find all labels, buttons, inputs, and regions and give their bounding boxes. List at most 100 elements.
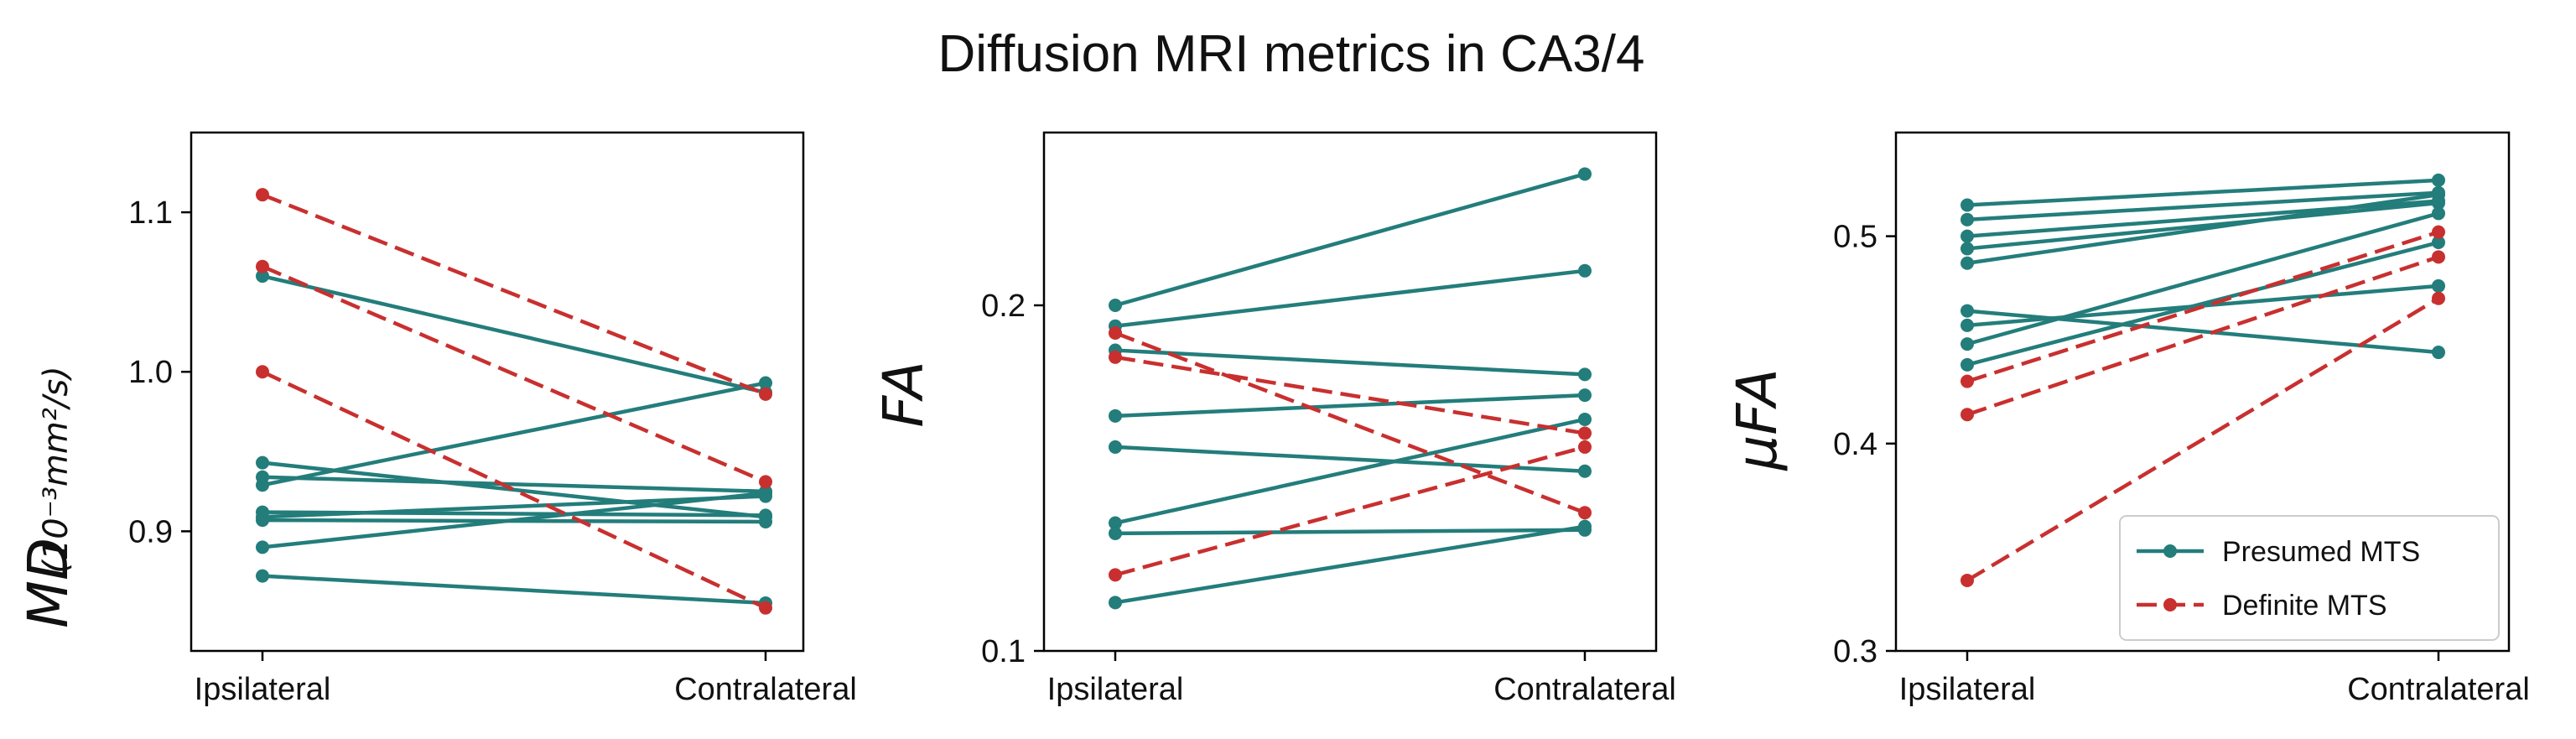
ufa-data-point xyxy=(2432,225,2445,239)
md-data-point xyxy=(759,486,772,500)
fa-data-point xyxy=(1109,526,1122,540)
fa-data-point xyxy=(1578,388,1592,403)
md-series-line xyxy=(262,273,766,395)
ufa-series-presumed xyxy=(1961,206,2445,351)
ufa-axes-frame xyxy=(1894,131,2511,653)
fa-series-line xyxy=(1114,417,1586,525)
md-series-line xyxy=(262,370,766,610)
fa-data-point xyxy=(1109,440,1122,454)
ufa-data-point xyxy=(1961,318,1974,332)
legend-box xyxy=(2119,515,2500,641)
ufa-series-line xyxy=(1966,192,2439,265)
fa-ytick-label: 0.2 xyxy=(981,289,1026,324)
ufa-data-point xyxy=(2432,173,2445,187)
fa-data-point xyxy=(1109,568,1122,582)
md-data-point xyxy=(256,455,269,470)
md-data-point xyxy=(759,387,772,401)
md-series-line xyxy=(262,494,766,519)
fa-series-presumed xyxy=(1109,388,1592,423)
md-series-line xyxy=(262,381,766,487)
ufa-data-point xyxy=(2432,188,2445,202)
md-data-point xyxy=(759,376,772,390)
ufa-series-line xyxy=(1966,296,2440,582)
md-ylabel: MD xyxy=(16,538,80,628)
md-data-point xyxy=(256,569,269,583)
fa-series-presumed xyxy=(1109,263,1592,333)
md-series-presumed xyxy=(256,376,772,492)
md-ytick-label: 1.1 xyxy=(128,195,173,231)
ufa-data-point xyxy=(1961,198,1974,212)
panels: 0.9 1.0 1.1 Ipsilateral Contralateral MD(10⁻³… xyxy=(16,131,2530,707)
fa-data-point xyxy=(1578,367,1592,382)
fa-axes-frame xyxy=(1042,131,1658,653)
ufa-xtick-label: Ipsilateral xyxy=(1899,672,2036,707)
ufa-data-point xyxy=(1961,408,1974,422)
fa-xtick-label: Ipsilateral xyxy=(1047,672,1184,707)
md-ytick-label: 1.0 xyxy=(128,355,173,390)
md-xtick-label: Contralateral xyxy=(674,672,857,707)
ufa-data-point xyxy=(2432,206,2445,221)
fa-data-point xyxy=(1109,596,1122,610)
fa-series-presumed xyxy=(1109,519,1592,610)
fa-series-line xyxy=(1114,348,1586,377)
md-ytick-label: 0.9 xyxy=(128,514,173,549)
md-series-line xyxy=(262,461,766,519)
ufa-series-presumed xyxy=(1961,188,2445,270)
md-data-point xyxy=(256,365,269,379)
fa-data-point xyxy=(1578,519,1592,533)
legend-label-presumed: Presumed MTS xyxy=(2222,536,2420,568)
ufa-data-point xyxy=(2432,236,2445,250)
ufa-series-line xyxy=(1966,240,2439,367)
fa-series-line xyxy=(1114,355,1586,435)
md-series-presumed xyxy=(256,269,772,399)
fa-series-presumed xyxy=(1109,167,1592,312)
fa-series-line xyxy=(1114,445,1586,577)
fa-data-point xyxy=(1109,516,1122,530)
md-series-line xyxy=(262,475,766,494)
ufa-series-definite xyxy=(1961,225,2445,388)
md-data-point xyxy=(759,601,772,615)
ufa-series-line xyxy=(1966,255,2439,417)
ufa-data-point xyxy=(1961,229,1974,243)
fa-data-point xyxy=(1109,350,1122,364)
md-series-line xyxy=(262,574,766,606)
fa-series-line xyxy=(1114,172,1586,308)
md-data-point xyxy=(256,540,269,554)
ufa-data-point xyxy=(2432,291,2445,305)
md-data-point xyxy=(256,259,269,273)
ufa-series-presumed xyxy=(1961,304,2445,360)
md-data-point xyxy=(256,188,269,202)
fa-data-point xyxy=(1578,263,1592,278)
ufa-series-line xyxy=(1966,230,2439,383)
legend-marker-presumed xyxy=(2163,544,2177,558)
fa-series-definite xyxy=(1109,325,1592,520)
fa-panel: 0.1 0.2 Ipsilateral Contralateral FA xyxy=(871,131,1676,707)
fa-series-line xyxy=(1114,528,1586,536)
ufa-ytick-label: 0.5 xyxy=(1833,220,1877,255)
fa-xtick-label: Contralateral xyxy=(1493,672,1676,707)
fa-series-line xyxy=(1114,330,1586,515)
ufa-data-point xyxy=(1961,374,1974,388)
md-panel: 0.9 1.0 1.1 Ipsilateral Contralateral MD(10⁻³… xyxy=(16,131,857,707)
ufa-ytick-label: 0.4 xyxy=(1833,427,1877,462)
fa-data-point xyxy=(1109,325,1122,340)
ufa-data-point xyxy=(2432,278,2445,293)
fa-series-line xyxy=(1114,268,1586,328)
fa-data-point xyxy=(1578,440,1592,454)
ufa-ytick-label: 0.3 xyxy=(1833,634,1877,669)
md-data-point xyxy=(256,513,269,528)
md-ylabel-unit: (10⁻³mm²/s) xyxy=(37,366,75,574)
ufa-data-point xyxy=(1961,242,1974,256)
fa-series-definite xyxy=(1109,350,1592,440)
fa-data-point xyxy=(1578,464,1592,478)
ufa-data-point xyxy=(1961,256,1974,270)
ufa-data-point xyxy=(1961,337,1974,351)
md-data-point xyxy=(759,475,772,489)
md-data-point xyxy=(759,514,772,528)
ufa-series-definite xyxy=(1961,250,2445,422)
fa-data-point xyxy=(1578,167,1592,181)
md-data-point xyxy=(256,269,269,284)
md-series-definite xyxy=(256,259,772,489)
fa-series-presumed xyxy=(1109,343,1592,382)
